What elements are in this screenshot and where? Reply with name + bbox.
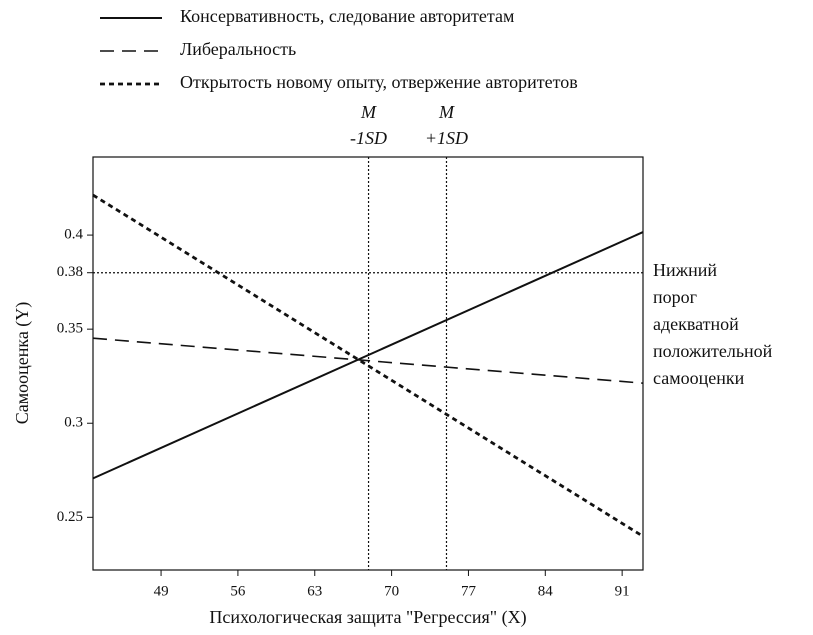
reference-label: положительной bbox=[653, 341, 773, 361]
x-tick-label: 84 bbox=[538, 583, 554, 599]
y-tick-label: 0.38 bbox=[57, 264, 83, 280]
reference-label: Нижний bbox=[653, 260, 717, 280]
x-tick-label: 91 bbox=[615, 583, 630, 599]
reference-label: -1SD bbox=[350, 128, 387, 148]
legend-label: Либеральность bbox=[180, 39, 296, 59]
legend-label: Открытость новому опыту, отвержение авто… bbox=[180, 72, 578, 92]
x-tick-label: 56 bbox=[230, 583, 246, 599]
reference-label: +1SD bbox=[425, 128, 468, 148]
x-tick-label: 49 bbox=[154, 583, 169, 599]
series-line bbox=[92, 231, 644, 480]
series-line bbox=[92, 337, 644, 384]
reference-label: M bbox=[360, 102, 377, 122]
reference-label: адекватной bbox=[653, 314, 739, 334]
x-tick-label: 70 bbox=[384, 583, 399, 599]
x-tick-label: 63 bbox=[307, 583, 322, 599]
y-tick-label: 0.35 bbox=[57, 321, 83, 337]
reference-label: самооценки bbox=[653, 368, 745, 388]
legend-label: Консервативность, следование авторитетам bbox=[180, 6, 514, 26]
y-tick-label: 0.4 bbox=[64, 227, 83, 243]
y-axis-label: Самооценка (Y) bbox=[12, 302, 33, 425]
y-tick-label: 0.3 bbox=[64, 415, 83, 431]
reference-label: порог bbox=[653, 287, 697, 307]
x-axis-label: Психологическая защита "Регрессия" (X) bbox=[209, 607, 526, 628]
y-tick-label: 0.25 bbox=[57, 509, 83, 525]
reference-label: M bbox=[438, 102, 455, 122]
x-tick-label: 77 bbox=[461, 583, 477, 599]
